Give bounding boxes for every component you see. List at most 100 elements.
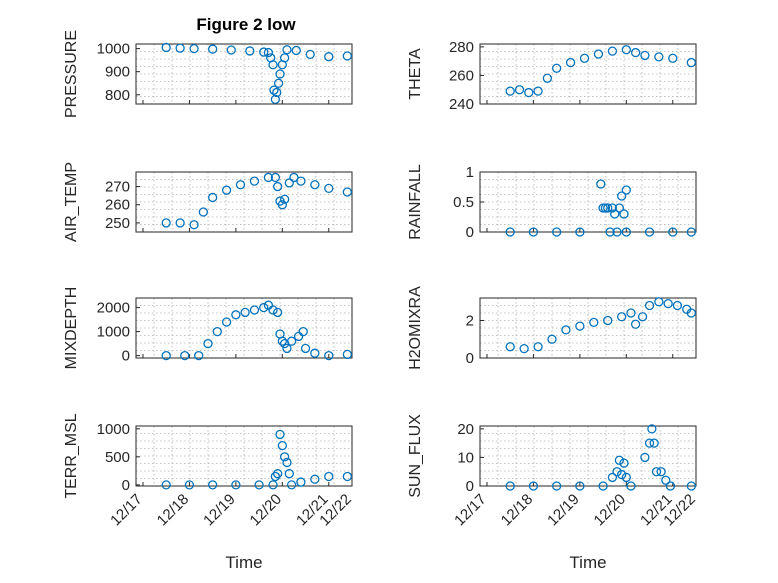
data-point bbox=[630, 47, 641, 58]
data-point bbox=[286, 480, 297, 490]
x-tick-label: 12/19 bbox=[200, 491, 239, 530]
data-point bbox=[282, 45, 292, 55]
data-point bbox=[596, 179, 606, 189]
data-point bbox=[651, 467, 662, 477]
y-tick-label: 10 bbox=[457, 449, 474, 466]
data-point bbox=[644, 300, 655, 311]
data-point bbox=[621, 185, 631, 195]
data-point bbox=[644, 438, 655, 448]
data-point bbox=[533, 86, 543, 96]
data-point bbox=[270, 172, 281, 183]
y-axis-label: RAINFALL bbox=[407, 164, 424, 240]
data-point bbox=[663, 298, 673, 309]
axes-frame bbox=[135, 425, 353, 487]
data-point bbox=[575, 321, 585, 331]
data-point bbox=[221, 317, 232, 327]
x-tick-label: 12/18 bbox=[498, 491, 537, 530]
data-point bbox=[235, 180, 246, 190]
data-point bbox=[686, 308, 697, 318]
y-tick-label: 240 bbox=[449, 96, 474, 113]
y-tick-label: 0 bbox=[466, 350, 474, 367]
data-point bbox=[614, 455, 625, 465]
data-point bbox=[273, 469, 283, 479]
y-axis-label: PRESSURE bbox=[63, 30, 80, 118]
data-point bbox=[640, 50, 650, 61]
data-point bbox=[533, 342, 543, 352]
axes-frame bbox=[479, 297, 697, 359]
data-point bbox=[279, 53, 290, 63]
data-point bbox=[612, 467, 622, 477]
data-point bbox=[221, 185, 232, 195]
y-axis-label: AIR_TEMP bbox=[63, 162, 80, 242]
data-point bbox=[668, 53, 678, 63]
data-point bbox=[310, 474, 320, 484]
x-tick-label: 12/20 bbox=[247, 491, 286, 530]
data-point bbox=[180, 350, 190, 361]
data-point bbox=[514, 85, 525, 95]
y-tick-label: 0 bbox=[466, 478, 474, 495]
data-point bbox=[161, 350, 171, 361]
data-point bbox=[598, 481, 608, 491]
data-point bbox=[175, 218, 185, 228]
data-point bbox=[324, 471, 334, 482]
data-point bbox=[607, 46, 618, 56]
data-point bbox=[665, 481, 676, 491]
y-tick-label: 0 bbox=[466, 224, 474, 241]
data-point bbox=[203, 338, 213, 349]
data-point bbox=[561, 325, 571, 335]
data-point bbox=[270, 94, 281, 105]
data-point bbox=[161, 480, 171, 490]
data-point bbox=[282, 457, 292, 468]
data-point bbox=[551, 481, 562, 491]
x-tick-label: 12/17 bbox=[107, 491, 146, 530]
data-point bbox=[656, 467, 666, 477]
y-axis-label: TERR_MSL bbox=[63, 413, 80, 498]
data-point bbox=[621, 472, 631, 483]
data-point bbox=[226, 45, 236, 55]
data-point bbox=[277, 440, 287, 451]
y-tick-label: 900 bbox=[105, 64, 130, 81]
data-point bbox=[614, 203, 625, 213]
y-tick-label: 0 bbox=[122, 348, 130, 365]
data-point bbox=[547, 334, 557, 344]
data-point bbox=[654, 297, 664, 307]
data-point bbox=[505, 481, 515, 491]
data-point bbox=[505, 342, 515, 352]
axes-frame bbox=[135, 171, 353, 233]
y-tick-label: 260 bbox=[105, 197, 130, 214]
data-point bbox=[342, 349, 353, 360]
data-point bbox=[207, 44, 218, 54]
y-tick-label: 280 bbox=[449, 39, 474, 56]
data-point bbox=[263, 300, 274, 310]
data-point bbox=[686, 227, 697, 237]
data-point bbox=[551, 227, 562, 237]
y-tick-label: 260 bbox=[449, 67, 474, 84]
y-tick-label: 2 bbox=[466, 313, 474, 330]
data-point bbox=[324, 350, 334, 361]
data-point bbox=[282, 343, 292, 354]
data-point bbox=[296, 477, 306, 487]
x-axis-label: Time bbox=[569, 553, 606, 572]
data-point bbox=[603, 203, 613, 213]
data-point bbox=[284, 469, 294, 479]
data-point bbox=[589, 317, 599, 328]
y-tick-label: 1000 bbox=[97, 324, 130, 341]
data-point bbox=[528, 481, 539, 491]
y-tick-label: 500 bbox=[105, 449, 130, 466]
data-point bbox=[668, 227, 678, 237]
data-point bbox=[686, 57, 697, 68]
data-point bbox=[637, 312, 648, 322]
data-point bbox=[293, 331, 304, 342]
data-point bbox=[617, 312, 627, 322]
data-point bbox=[161, 218, 171, 228]
data-point bbox=[619, 458, 629, 468]
data-point bbox=[542, 73, 553, 83]
x-tick-label: 12/20 bbox=[591, 491, 630, 530]
data-point bbox=[626, 481, 636, 491]
data-point bbox=[626, 308, 636, 318]
y-axis-label: H2OMIXRA bbox=[407, 286, 424, 370]
data-point bbox=[607, 472, 618, 483]
